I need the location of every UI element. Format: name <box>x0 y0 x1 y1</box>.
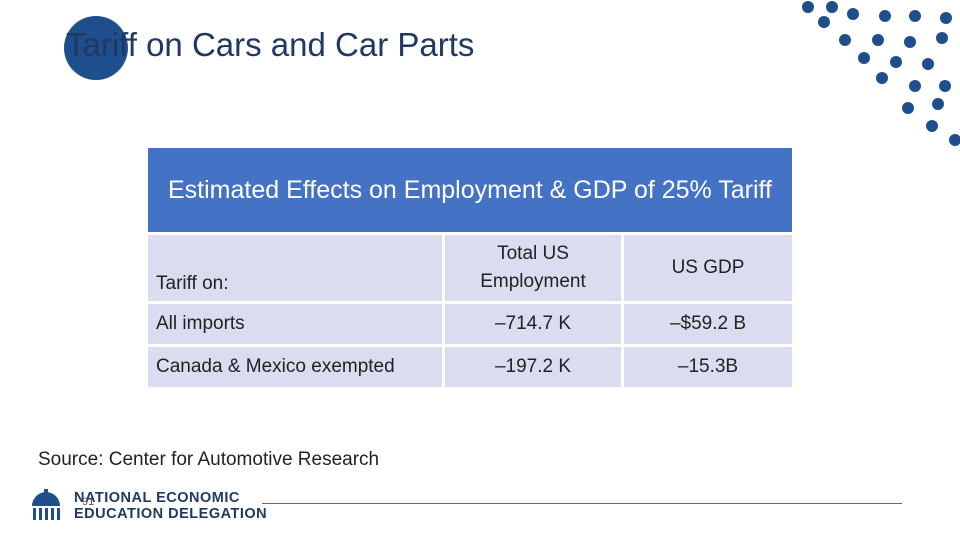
table-row: Canada & Mexico exempted –197.2 K –15.3B <box>148 347 792 387</box>
title-circle-decoration <box>64 16 128 80</box>
effects-table: Estimated Effects on Employment & GDP of… <box>145 145 795 390</box>
table-header: Estimated Effects on Employment & GDP of… <box>148 148 792 232</box>
tariff-on-header: Tariff on: <box>148 235 442 301</box>
row-gdp: –$59.2 B <box>624 304 792 344</box>
org-name-line1: NATIONAL ECONOMIC <box>74 490 240 506</box>
gdp-header: US GDP <box>624 235 792 301</box>
org-name: NATIONAL ECONOMIC EDUCATION DELEGATION <box>74 490 267 522</box>
footer-divider <box>262 503 902 504</box>
row-label: Canada & Mexico exempted <box>148 347 442 387</box>
row-label: All imports <box>148 304 442 344</box>
column-header-row: Tariff on: Total US Employment US GDP <box>148 235 792 301</box>
org-name-line2: EDUCATION DELEGATION <box>74 506 268 522</box>
slide-title: Tariff on Cars and Car Parts <box>66 26 475 63</box>
table-row: All imports –714.7 K –$59.2 B <box>148 304 792 344</box>
row-employment: –197.2 K <box>445 347 621 387</box>
source-note: Source: Center for Automotive Research <box>38 449 380 470</box>
dot-pattern-decoration <box>802 1 960 146</box>
row-employment: –714.7 K <box>445 304 621 344</box>
row-gdp: –15.3B <box>624 347 792 387</box>
employment-header: Total US Employment <box>445 235 621 301</box>
page-number: 91 <box>82 496 95 508</box>
capitol-dome-logo-icon <box>32 489 60 520</box>
